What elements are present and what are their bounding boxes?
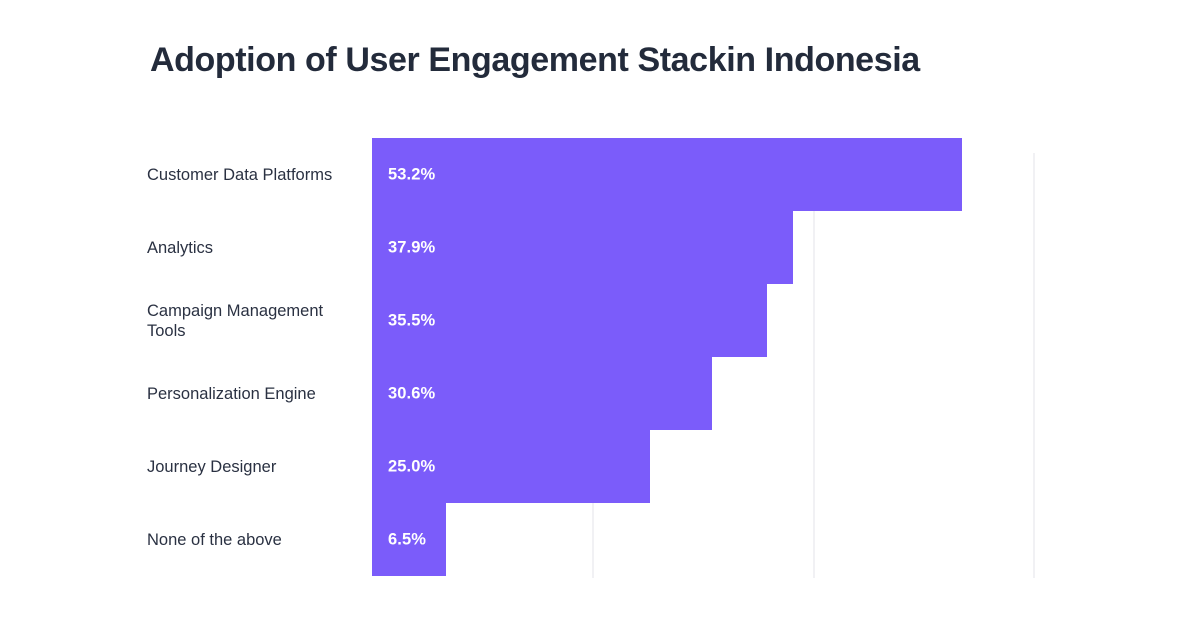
- bar[interactable]: 37.9%: [372, 211, 793, 284]
- bar-value-label: 37.9%: [388, 238, 436, 256]
- bar-row: Customer Data Platforms 53.2%: [0, 138, 1200, 211]
- bar[interactable]: 30.6%: [372, 357, 712, 430]
- bar-row: Journey Designer 25.0%: [0, 430, 1200, 503]
- category-label: Journey Designer: [147, 457, 277, 476]
- bar[interactable]: 53.2%: [372, 138, 962, 211]
- bar-value-label: 53.2%: [388, 165, 436, 183]
- bar-row: Campaign Management Tools 35.5%: [0, 284, 1200, 357]
- bar-row: Personalization Engine 30.6%: [0, 357, 1200, 430]
- category-label: Analytics: [147, 238, 214, 257]
- bar-value-label: 30.6%: [388, 384, 436, 402]
- category-label: Customer Data Platforms: [147, 165, 333, 184]
- bar[interactable]: 25.0%: [372, 430, 650, 503]
- category-label: None of the above: [147, 530, 282, 549]
- bar-value-label: 35.5%: [388, 311, 436, 329]
- bar-value-label: 6.5%: [388, 530, 427, 548]
- category-label: Campaign Management Tools: [147, 301, 324, 340]
- bar[interactable]: 35.5%: [372, 284, 767, 357]
- page-title: Adoption of User Engagement Stackin Indo…: [150, 41, 920, 79]
- bar-row: Analytics 37.9%: [0, 211, 1200, 284]
- bar-value-label: 25.0%: [388, 457, 436, 475]
- bar[interactable]: 6.5%: [372, 503, 446, 576]
- bar-row: None of the above 6.5%: [0, 503, 1200, 576]
- category-label: Personalization Engine: [147, 384, 316, 403]
